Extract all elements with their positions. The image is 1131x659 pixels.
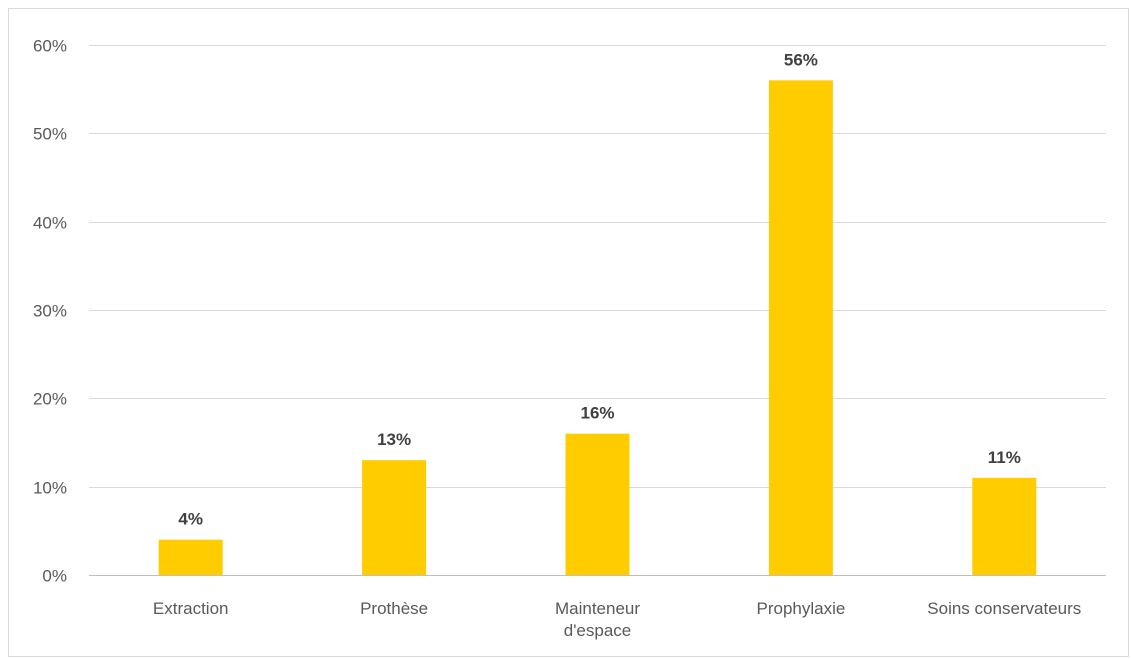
y-tick-label: 40% (33, 214, 67, 233)
x-tick-label-line: Soins conservateurs (927, 599, 1081, 618)
x-tick-label: Soins conservateurs (927, 599, 1081, 618)
y-tick-label: 10% (33, 479, 67, 498)
x-tick-label-line: d'espace (564, 621, 632, 640)
x-tick-label: Mainteneur d'espace (555, 599, 640, 640)
data-label: 4% (178, 510, 203, 529)
x-axis-categories: Extraction Prothèse Mainteneur d'espace Prop… (153, 599, 1081, 640)
y-tick-label: 60% (33, 37, 67, 56)
bar (362, 460, 427, 575)
y-tick-label: 30% (33, 302, 67, 321)
x-tick-label: Extraction (153, 599, 229, 618)
y-tick-label: 0% (42, 567, 67, 586)
gridlines (89, 45, 1106, 576)
bars (158, 80, 1037, 575)
x-tick-label-line: Prophylaxie (756, 599, 845, 618)
y-tick-label: 20% (33, 390, 67, 409)
bar-chart: 0% 10% 20% 30% 40% 50% 60% 4% 13% 16% 56% 11% Extr… (33, 37, 1106, 640)
y-axis-ticks: 0% 10% 20% 30% 40% 50% 60% (33, 37, 67, 586)
x-tick-label-line: Prothèse (360, 599, 428, 618)
y-tick-label: 50% (33, 125, 67, 144)
chart-frame: 0% 10% 20% 30% 40% 50% 60% 4% 13% 16% 56% 11% Extr… (8, 8, 1129, 657)
bar (158, 539, 223, 575)
x-tick-label-line: Extraction (153, 599, 229, 618)
x-tick-label: Prophylaxie (756, 599, 845, 618)
data-label: 11% (988, 448, 1021, 467)
data-label: 56% (784, 50, 818, 69)
x-tick-label-line: Mainteneur (555, 599, 640, 618)
data-labels: 4% 13% 16% 56% 11% (178, 50, 1020, 528)
bar (972, 477, 1037, 575)
x-tick-label: Prothèse (360, 599, 428, 618)
bar (768, 80, 833, 575)
data-label: 16% (580, 404, 614, 423)
data-label: 13% (377, 430, 411, 449)
bar (565, 433, 630, 575)
